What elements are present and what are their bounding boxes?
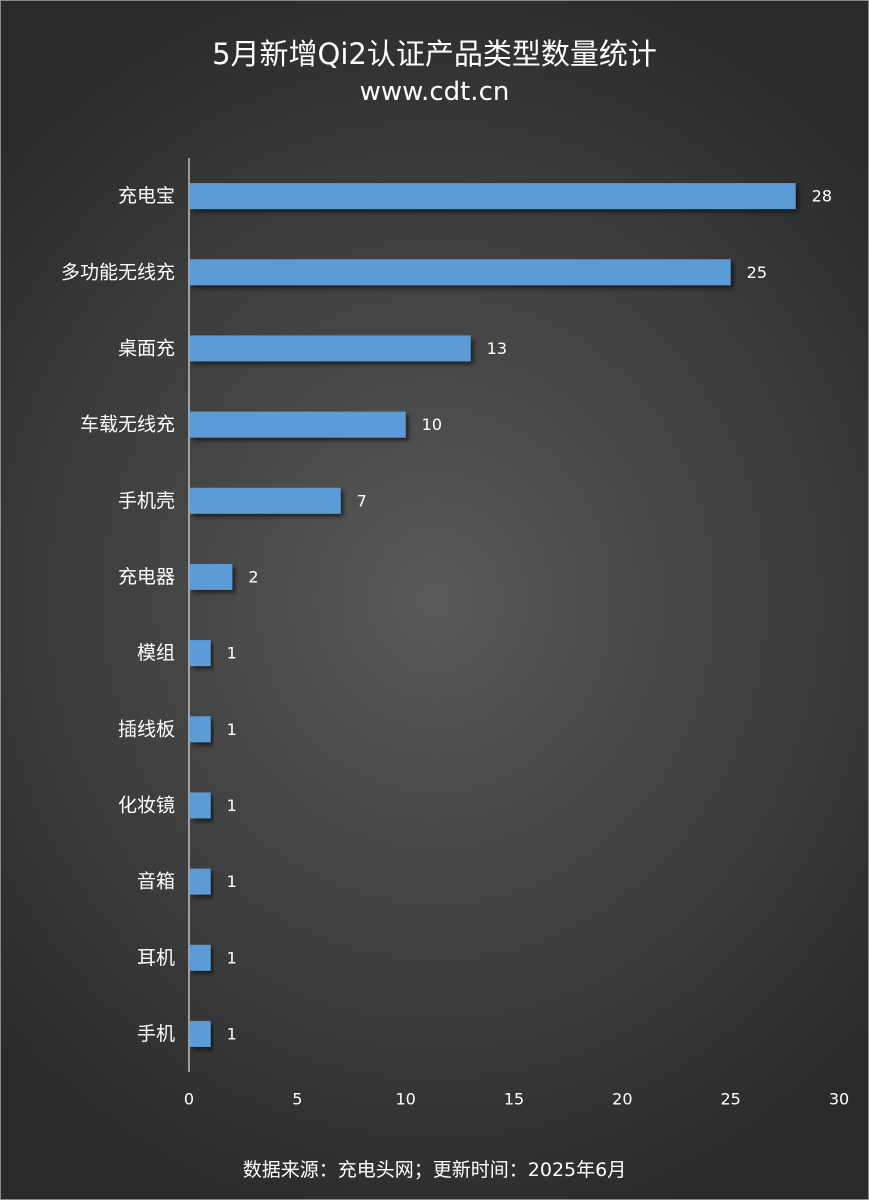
category-label: 耳机 — [137, 947, 175, 969]
bar-10 — [190, 944, 211, 971]
value-label: 1 — [227, 948, 237, 967]
x-tick-label: 30 — [829, 1090, 849, 1109]
bar-7 — [190, 716, 211, 743]
chart-subtitle: www.cdt.cn — [359, 77, 510, 107]
bar-6 — [190, 640, 211, 667]
chart-title: 5月新增Qi2认证产品类型数量统计 — [212, 37, 657, 71]
bar-0 — [190, 183, 796, 210]
value-label: 28 — [812, 187, 832, 206]
value-label: 13 — [487, 339, 507, 358]
value-label: 1 — [227, 872, 237, 891]
bar-1 — [190, 259, 731, 286]
bar-11 — [190, 1020, 211, 1047]
data-source-note: 数据来源：充电头网；更新时间：2025年6月 — [242, 1159, 627, 1181]
value-label: 1 — [227, 796, 237, 815]
value-label: 10 — [422, 415, 442, 434]
category-label: 手机壳 — [118, 490, 175, 512]
x-tick-label: 10 — [395, 1090, 415, 1109]
category-label: 手机 — [137, 1023, 175, 1045]
category-label: 插线板 — [118, 718, 175, 740]
bar-4 — [190, 487, 341, 514]
bar-2 — [190, 335, 471, 362]
bar-3 — [190, 411, 406, 438]
value-label: 25 — [747, 263, 767, 282]
value-label: 7 — [357, 491, 367, 510]
value-label: 1 — [227, 720, 237, 739]
category-label: 音箱 — [137, 871, 175, 893]
category-label: 充电宝 — [118, 185, 175, 207]
category-label: 多功能无线充 — [61, 261, 175, 283]
category-label: 车载无线充 — [80, 414, 175, 436]
category-label: 充电器 — [118, 566, 175, 588]
bar-8 — [190, 792, 211, 819]
x-tick-label: 20 — [612, 1090, 632, 1109]
value-label: 1 — [227, 1024, 237, 1043]
x-tick-label: 25 — [720, 1090, 740, 1109]
bar-9 — [190, 868, 211, 895]
bar-5 — [190, 563, 233, 590]
value-label: 1 — [227, 644, 237, 663]
x-tick-label: 0 — [184, 1090, 194, 1109]
x-tick-label: 5 — [292, 1090, 302, 1109]
category-label: 桌面充 — [118, 337, 175, 359]
value-label: 2 — [248, 567, 258, 586]
category-label: 模组 — [137, 642, 175, 664]
x-tick-label: 15 — [504, 1090, 524, 1109]
category-label: 化妆镜 — [118, 794, 175, 816]
